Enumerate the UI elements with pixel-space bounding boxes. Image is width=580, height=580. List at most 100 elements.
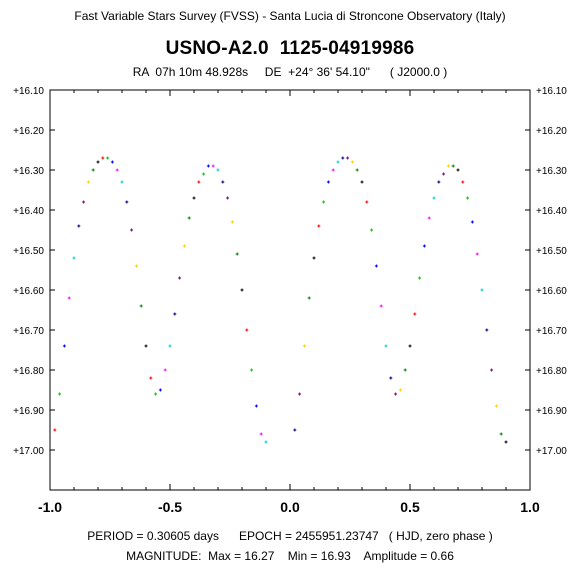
data-point <box>365 200 369 204</box>
data-point <box>197 180 201 184</box>
data-point <box>226 196 230 200</box>
data-point <box>293 428 297 432</box>
data-point <box>173 312 177 316</box>
y-tick-label-left: +16.90 <box>13 406 44 417</box>
data-point <box>475 252 479 256</box>
data-point <box>490 368 494 372</box>
data-point <box>206 164 210 168</box>
data-point <box>250 368 254 372</box>
data-point <box>72 256 76 260</box>
data-point <box>221 180 225 184</box>
data-point <box>192 196 196 200</box>
data-point <box>62 344 66 348</box>
chart-title: USNO-A2.0 1125-04919986 <box>165 38 415 59</box>
data-point <box>163 368 167 372</box>
axis-ticks: +16.10 +16.10 +16.20 +16.20 +16.30 +16.30 +16.… <box>13 86 567 515</box>
period-epoch-line: PERIOD = 0.30605 days EPOCH = 2455951.23… <box>87 529 493 543</box>
y-tick-label-right: +16.40 <box>536 206 567 217</box>
data-point <box>139 304 143 308</box>
data-point <box>394 392 398 396</box>
data-point <box>341 156 345 160</box>
data-point <box>67 296 71 300</box>
data-point <box>106 156 110 160</box>
data-points <box>53 156 508 444</box>
data-point <box>134 264 138 268</box>
data-point <box>446 164 450 168</box>
data-point <box>125 200 129 204</box>
data-point <box>240 288 244 292</box>
data-point <box>230 220 234 224</box>
data-point <box>466 196 470 200</box>
data-point <box>298 392 302 396</box>
data-point <box>494 404 498 408</box>
y-tick-label-left: +17.00 <box>13 446 44 457</box>
data-point <box>480 288 484 292</box>
data-point <box>437 180 441 184</box>
data-point <box>216 168 220 172</box>
data-point <box>115 168 119 172</box>
y-tick-label-right: +16.60 <box>536 286 567 297</box>
data-point <box>370 228 374 232</box>
y-tick-label-left: +16.30 <box>13 166 44 177</box>
y-tick-label-right: +16.30 <box>536 166 567 177</box>
y-tick-label-left: +16.10 <box>13 86 44 97</box>
data-point <box>346 156 350 160</box>
y-tick-label-right: +16.50 <box>536 246 567 257</box>
data-point <box>384 344 388 348</box>
data-point <box>427 216 431 220</box>
y-tick-label-left: +16.80 <box>13 366 44 377</box>
y-tick-label-right: +17.00 <box>536 446 567 457</box>
data-point <box>182 244 186 248</box>
data-point <box>211 164 215 168</box>
data-point <box>485 328 489 332</box>
data-point <box>101 156 105 160</box>
y-tick-label-left: +16.60 <box>13 286 44 297</box>
data-point <box>451 164 455 168</box>
data-point <box>168 344 172 348</box>
y-tick-label-right: +16.80 <box>536 366 567 377</box>
data-point <box>110 160 114 164</box>
data-point <box>317 224 321 228</box>
y-tick-label-right: +16.10 <box>536 86 567 97</box>
y-tick-label-left: +16.40 <box>13 206 44 217</box>
y-tick-label-left: +16.50 <box>13 246 44 257</box>
survey-title: Fast Variable Stars Survey (FVSS) - Sant… <box>74 9 506 23</box>
data-point <box>86 180 90 184</box>
data-point <box>442 172 446 176</box>
x-tick-label: -0.5 <box>158 499 182 515</box>
data-point <box>96 160 100 164</box>
data-point <box>461 180 465 184</box>
data-point <box>149 376 153 380</box>
data-point <box>389 376 393 380</box>
coordinates-line: RA 07h 10m 48.928s DE +24° 36' 54.10" ( … <box>132 65 448 79</box>
x-tick-label: 0.0 <box>280 499 300 515</box>
y-tick-label-left: +16.20 <box>13 126 44 137</box>
data-point <box>264 440 268 444</box>
data-point <box>504 440 508 444</box>
data-point <box>408 344 412 348</box>
data-point <box>235 252 239 256</box>
magnitude-line: MAGNITUDE: Max = 16.27 Min = 16.93 Ampli… <box>126 549 454 563</box>
data-point <box>259 432 263 436</box>
data-point <box>355 168 359 172</box>
data-point <box>178 276 182 280</box>
data-point <box>499 432 503 436</box>
plot-frame <box>49 89 531 491</box>
data-point <box>379 304 383 308</box>
data-point <box>413 312 417 316</box>
data-point <box>398 388 402 392</box>
data-point <box>245 328 249 332</box>
y-tick-label-right: +16.90 <box>536 406 567 417</box>
data-point <box>307 296 311 300</box>
data-point <box>77 224 81 228</box>
data-point <box>312 256 316 260</box>
data-point <box>53 428 57 432</box>
data-point <box>58 392 62 396</box>
data-point <box>403 368 407 372</box>
data-point <box>336 160 340 164</box>
x-tick-label: -1.0 <box>38 499 62 515</box>
data-point <box>158 388 162 392</box>
y-tick-label-right: +16.70 <box>536 326 567 337</box>
data-point <box>91 168 95 172</box>
